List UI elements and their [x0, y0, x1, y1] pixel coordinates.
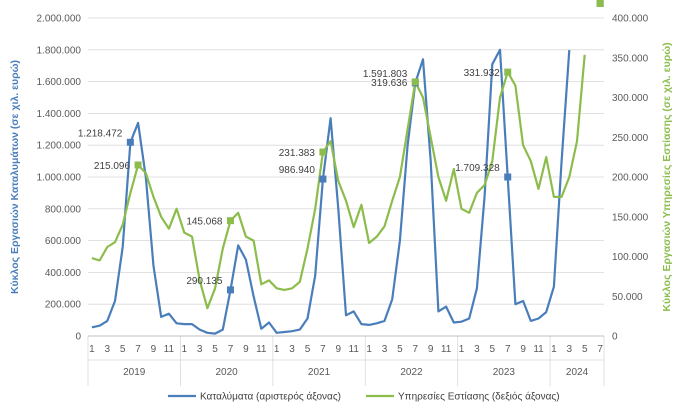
left-tick-label: 0: [75, 332, 81, 343]
year-label: 2021: [308, 367, 331, 378]
year-label: 2020: [216, 367, 239, 378]
left-tick-label: 1.400.000: [37, 109, 82, 120]
x-tick-label: 3: [197, 344, 203, 355]
x-tick-label: 9: [243, 344, 249, 355]
series-line-accommodation: [91, 48, 571, 335]
series-line-food: [91, 54, 586, 310]
data-label: 319.636: [371, 78, 408, 89]
left-tick-label: 1.000.000: [37, 173, 82, 184]
left-tick-label: 1.800.000: [37, 45, 82, 56]
data-marker-food: [226, 217, 234, 225]
right-tick-label: 300.000: [612, 93, 649, 104]
right-tick-label: 150.000: [612, 212, 649, 223]
data-marker-accommodation: [226, 286, 234, 294]
x-tick-label: 1: [181, 344, 187, 355]
x-tick-label: 9: [520, 344, 526, 355]
left-tick-label: 1.600.000: [37, 77, 82, 88]
left-tick-label: 800.000: [45, 204, 82, 215]
left-axis-title: Κύκλος Εργασιών Καταλυμάτων (σε χιλ. ευρ…: [9, 60, 21, 294]
series-layer: [91, 48, 586, 335]
x-tick-label: 1: [274, 344, 280, 355]
x-tick-label: 3: [474, 344, 480, 355]
x-tick-label: 9: [151, 344, 157, 355]
year-label: 2024: [566, 367, 589, 378]
data-label: 1.798.273: [548, 0, 593, 3]
right-tick-label: 0: [612, 332, 618, 343]
x-tick-label: 5: [305, 344, 311, 355]
x-tick-label: 7: [413, 344, 419, 355]
data-label: 231.383: [279, 148, 316, 159]
data-label: 290.135: [186, 276, 223, 287]
right-axis-ticks: 0 50.000 100.000 150.000 200.000 250.000 300.0…: [612, 14, 649, 343]
data-label: 353.660: [556, 0, 593, 3]
x-tick-label: 11: [349, 344, 360, 355]
x-tick-label: 5: [490, 344, 496, 355]
data-marker-food: [504, 68, 512, 76]
x-tick-label: 1: [89, 344, 95, 355]
data-marker-food: [411, 78, 419, 86]
data-marker-accommodation: [319, 175, 327, 183]
x-tick-label: 1: [459, 344, 465, 355]
data-labels: 1.218.472 215.096 145.068 290.135 986.940 231…: [78, 0, 604, 294]
data-marker-food: [596, 0, 604, 7]
year-label: 2019: [123, 367, 146, 378]
x-tick-label: 3: [567, 344, 573, 355]
x-tick-label: 3: [382, 344, 388, 355]
x-tick-label: 5: [397, 344, 403, 355]
data-label: 1.591.803: [363, 69, 408, 80]
left-tick-label: 1.200.000: [37, 141, 82, 152]
left-tick-label: 200.000: [45, 300, 82, 311]
left-axis-ticks: 0 200.000 400.000 600.000 800.000 1.000.000 1.…: [37, 14, 82, 343]
x-tick-label: 11: [533, 344, 544, 355]
x-tick-label: 7: [135, 344, 141, 355]
data-marker-food: [134, 161, 142, 169]
legend-label-accommodation: Καταλύματα (αριστερός άξονας): [200, 391, 341, 403]
data-label: 986.940: [279, 165, 316, 176]
x-tick-label: 7: [597, 344, 603, 355]
data-marker-accommodation: [126, 138, 134, 146]
data-label: 145.068: [186, 217, 223, 228]
gridlines: [88, 17, 604, 337]
data-marker-accommodation: [504, 173, 512, 181]
data-marker-food: [319, 148, 327, 156]
data-label: 331.932: [464, 68, 501, 79]
x-tick-label: 3: [104, 344, 110, 355]
x-tick-label: 11: [441, 344, 452, 355]
right-tick-label: 350.000: [612, 53, 649, 64]
right-tick-label: 250.000: [612, 133, 649, 144]
x-tick-label: 1: [551, 344, 557, 355]
right-tick-label: 100.000: [612, 252, 649, 263]
left-tick-label: 600.000: [45, 236, 82, 247]
data-label: 215.096: [94, 161, 131, 172]
data-label: 1.218.472: [78, 128, 123, 139]
legend-label-food: Υπηρεσίες Εστίασης (δεξιός άξονας): [398, 391, 560, 403]
x-tick-label: 5: [120, 344, 126, 355]
right-tick-label: 400.000: [612, 14, 649, 25]
x-tick-label: 7: [505, 344, 511, 355]
x-tick-label: 9: [336, 344, 342, 355]
legend: Καταλύματα (αριστερός άξονας) Υπηρεσίες …: [168, 391, 560, 403]
x-tick-label: 5: [582, 344, 588, 355]
x-axis: 1 3 5 7 9 11 1 3 5 7 9 11 1 3 5 7 9 11 1 3 5 7 9 11 1 3 5 7 9 11 1 3 5 72…: [87, 335, 605, 386]
x-tick-label: 9: [428, 344, 434, 355]
left-tick-label: 2.000.000: [37, 14, 82, 25]
x-tick-label: 3: [289, 344, 295, 355]
data-label: 1.709.328: [455, 163, 500, 174]
right-tick-label: 200.000: [612, 173, 649, 184]
right-tick-label: 50.000: [612, 292, 643, 303]
year-label: 2023: [493, 367, 516, 378]
year-label: 2022: [400, 367, 423, 378]
x-tick-label: 7: [228, 344, 234, 355]
left-tick-label: 400.000: [45, 268, 82, 279]
x-tick-label: 1: [366, 344, 372, 355]
x-tick-label: 5: [212, 344, 218, 355]
x-tick-label: 7: [320, 344, 326, 355]
x-tick-label: 11: [164, 344, 175, 355]
right-axis-title: Κύκλος Εργασιών Υπηρεσίες Εστίασης (σε χ…: [661, 42, 673, 311]
x-tick-label: 11: [256, 344, 267, 355]
